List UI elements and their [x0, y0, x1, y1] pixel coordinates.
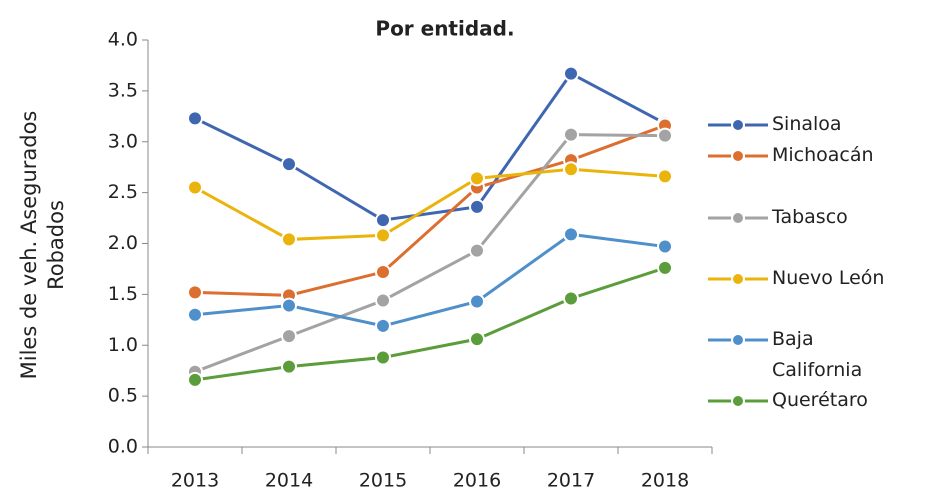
legend-marker: [731, 333, 745, 347]
legend-marker: [731, 394, 745, 408]
point: [187, 179, 203, 196]
y-tick-label: 1.5: [108, 283, 138, 305]
legend-marker: [731, 149, 745, 163]
point: [375, 292, 391, 309]
point: [563, 161, 579, 178]
legend-marker: [731, 118, 745, 132]
y-tick-label: 3.0: [108, 130, 138, 152]
x-tick-label: 2018: [641, 470, 689, 492]
x-tick-label: 2014: [265, 470, 313, 492]
y-tick-label: 4.0: [108, 29, 138, 51]
y-axis-label: Miles de veh. Asegurados Robados: [17, 110, 68, 380]
point: [375, 317, 391, 334]
point: [469, 242, 485, 259]
point: [375, 212, 391, 229]
point: [469, 331, 485, 348]
point: [187, 306, 203, 323]
point: [657, 127, 673, 144]
x-tick-label: 2013: [171, 470, 219, 492]
series-line: [194, 71, 666, 222]
point: [563, 126, 579, 143]
chart-title: Por entidad.: [375, 17, 514, 41]
y-tick-label: 0.5: [108, 385, 138, 407]
point: [187, 110, 203, 127]
y-tick-label: 2.0: [108, 232, 138, 254]
y-tick-label: 3.5: [108, 79, 138, 101]
series-line: [194, 133, 666, 374]
point: [281, 328, 297, 345]
x-tick-label: 2017: [547, 470, 595, 492]
point: [281, 156, 297, 173]
point: [375, 227, 391, 244]
point: [657, 238, 673, 255]
point: [187, 371, 203, 388]
point: [657, 168, 673, 185]
legend-label: Sinaloa: [772, 113, 842, 135]
y-tick-label: 0.0: [108, 436, 138, 458]
legend-marker: [731, 272, 745, 286]
series-line: [194, 232, 666, 328]
legend-label: Michoacán: [772, 144, 874, 166]
point: [563, 290, 579, 307]
point: [281, 231, 297, 248]
point: [563, 65, 579, 82]
series-line: [194, 167, 666, 241]
point: [375, 263, 391, 280]
point: [281, 297, 297, 314]
y-tick-label: 2.5: [108, 181, 138, 203]
series-line: [194, 124, 666, 297]
point: [469, 293, 485, 310]
point: [657, 259, 673, 276]
point: [469, 170, 485, 187]
legend-label: Tabasco: [772, 206, 848, 228]
x-tick-label: 2015: [359, 470, 407, 492]
legend-marker: [731, 211, 745, 225]
legend-label: Querétaro: [772, 389, 868, 411]
point: [187, 284, 203, 301]
point: [375, 349, 391, 366]
legend-label: Baja California: [772, 328, 863, 381]
series-line: [194, 266, 666, 382]
point: [563, 226, 579, 243]
point: [469, 198, 485, 215]
legend-label: Nuevo León: [772, 267, 885, 289]
x-tick-label: 2016: [453, 470, 501, 492]
y-tick-label: 1.0: [108, 334, 138, 356]
point: [281, 358, 297, 375]
